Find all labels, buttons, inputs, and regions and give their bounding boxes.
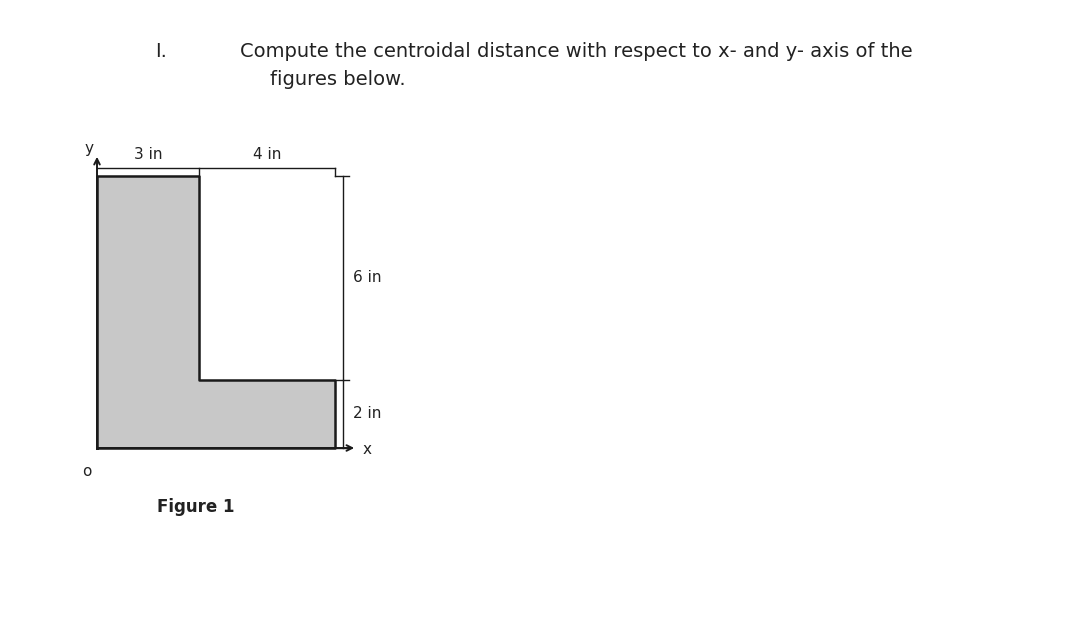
Text: o: o (82, 464, 92, 479)
Text: 2 in: 2 in (353, 407, 381, 421)
Text: 4 in: 4 in (253, 147, 281, 162)
Text: 3 in: 3 in (134, 147, 162, 162)
Text: x: x (363, 442, 372, 457)
Text: figures below.: figures below. (270, 70, 406, 89)
Text: Figure 1: Figure 1 (158, 498, 234, 516)
Text: Compute the centroidal distance with respect to x- and y- axis of the: Compute the centroidal distance with res… (240, 42, 913, 61)
Text: 6 in: 6 in (353, 271, 381, 286)
Text: y: y (84, 140, 94, 156)
Text: I.: I. (156, 42, 167, 61)
Polygon shape (97, 176, 335, 448)
